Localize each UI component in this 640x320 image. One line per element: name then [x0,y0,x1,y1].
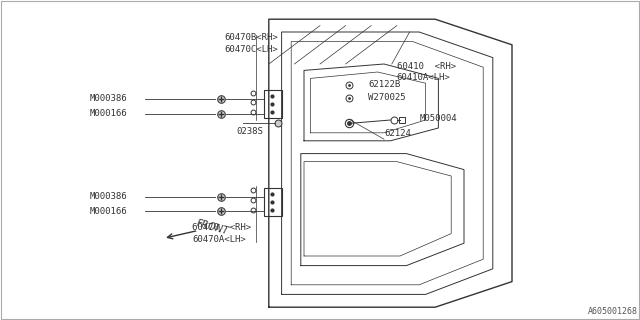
Text: M000386: M000386 [90,94,127,103]
Text: M000166: M000166 [90,207,127,216]
Text: 60470  <RH>
60470A<LH>: 60470 <RH> 60470A<LH> [192,223,251,244]
Text: FRONT: FRONT [195,219,230,237]
Text: 60410  <RH>
60410A<LH>: 60410 <RH> 60410A<LH> [397,61,456,82]
Text: 0238S: 0238S [236,127,263,136]
Text: 60470B<RH>
60470C<LH>: 60470B<RH> 60470C<LH> [224,33,278,53]
Text: M050004: M050004 [419,114,457,123]
Text: M000386: M000386 [90,192,127,201]
Text: 62122B: 62122B [368,80,400,89]
Text: A605001268: A605001268 [588,307,638,316]
Text: W270025: W270025 [368,93,406,102]
Text: M000166: M000166 [90,109,127,118]
Text: 62124: 62124 [384,129,411,138]
